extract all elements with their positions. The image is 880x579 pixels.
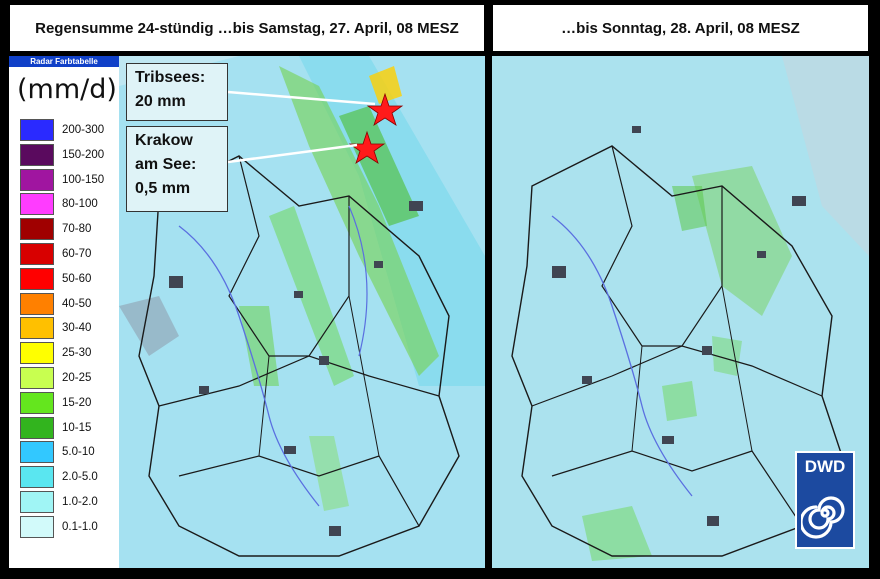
legend-item: 60-70: [20, 242, 115, 266]
callout-krakow-place-2: am See:: [135, 156, 197, 173]
legend-swatch: [20, 466, 54, 489]
legend-swatch: [20, 367, 54, 389]
callout-tribsees-place: Tribsees:: [135, 69, 206, 86]
legend-swatch: [20, 168, 54, 191]
legend-item: 50-60: [20, 267, 115, 291]
legend-item: 80-100: [20, 192, 115, 216]
legend-label: 100-150: [62, 173, 105, 186]
legend-item: 100-150: [20, 168, 115, 192]
legend-swatch: [20, 267, 54, 290]
legend-item: 15-20: [20, 391, 115, 415]
legend-item: 5.0-10: [20, 440, 115, 464]
legend-item: 10-15: [20, 416, 115, 440]
legend-item: 150-200: [20, 143, 115, 167]
dwd-spiral-icon: [801, 496, 845, 539]
legend-label: 200-300: [62, 124, 105, 136]
legend-swatch: [20, 243, 54, 265]
legend-item: 20-25: [20, 366, 115, 390]
radar-map-saturday: [119, 56, 485, 568]
legend-label: 0.1-1.0: [62, 520, 98, 533]
callout-krakow-place-1: Krakow: [135, 132, 193, 149]
legend-label: 150-200: [62, 148, 105, 161]
legend-label: 80-100: [62, 198, 98, 211]
legend-item: 0.1-1.0: [20, 515, 115, 539]
legend-label: 30-40: [62, 322, 92, 335]
callout-tribsees: Tribsees: 20 mm: [126, 63, 228, 121]
legend-swatch: [20, 416, 54, 439]
right-panel-title: …bis Sonntag, 28. April, 08 MESZ: [492, 4, 869, 52]
legend-swatch: [20, 218, 54, 241]
legend-item: 1.0-2.0: [20, 490, 115, 514]
legend-swatch: [20, 119, 54, 141]
legend-label: 10-15: [62, 421, 92, 434]
legend-label: 40-50: [62, 297, 92, 310]
color-legend: Radar Farbtabelle (mm/d) 200-300 150-200 1…: [9, 56, 120, 568]
legend-label: 70-80: [62, 223, 92, 236]
legend-unit: (mm/d): [17, 74, 117, 105]
legend-swatch: [20, 317, 54, 340]
legend-swatch: [20, 491, 54, 513]
legend-label: 60-70: [62, 248, 92, 260]
legend-item: 30-40: [20, 316, 115, 340]
legend-item: 40-50: [20, 292, 115, 316]
legend-item: 70-80: [20, 217, 115, 241]
legend-swatch: [20, 143, 54, 166]
left-panel-title: Regensumme 24-stündig …bis Samstag, 27. …: [9, 4, 485, 52]
legend-swatch: [20, 441, 54, 464]
legend-label: 20-25: [62, 372, 92, 384]
legend-label: 1.0-2.0: [62, 496, 98, 508]
legend-label: 15-20: [62, 396, 92, 409]
legend-swatch: [20, 391, 54, 414]
legend-label: 25-30: [62, 347, 92, 360]
legend-item: 200-300: [20, 118, 115, 142]
callout-krakow-amount: 0,5 mm: [135, 180, 191, 197]
legend-item: 25-30: [20, 341, 115, 365]
legend-swatch: [20, 292, 54, 315]
dwd-logo: DWD: [795, 451, 855, 549]
dwd-logo-text: DWD: [804, 457, 846, 476]
legend-swatch: [20, 342, 54, 365]
legend-label: 2.0-5.0: [62, 471, 98, 484]
callout-krakow: Krakow am See: 0,5 mm: [126, 126, 228, 212]
legend-label: 5.0-10: [62, 446, 95, 459]
legend-swatch: [20, 193, 54, 216]
legend-header: Radar Farbtabelle: [9, 56, 119, 67]
legend-swatch: [20, 515, 54, 538]
callout-tribsees-amount: 20 mm: [135, 93, 186, 110]
legend-label: 50-60: [62, 272, 92, 285]
legend-item: 2.0-5.0: [20, 465, 115, 489]
